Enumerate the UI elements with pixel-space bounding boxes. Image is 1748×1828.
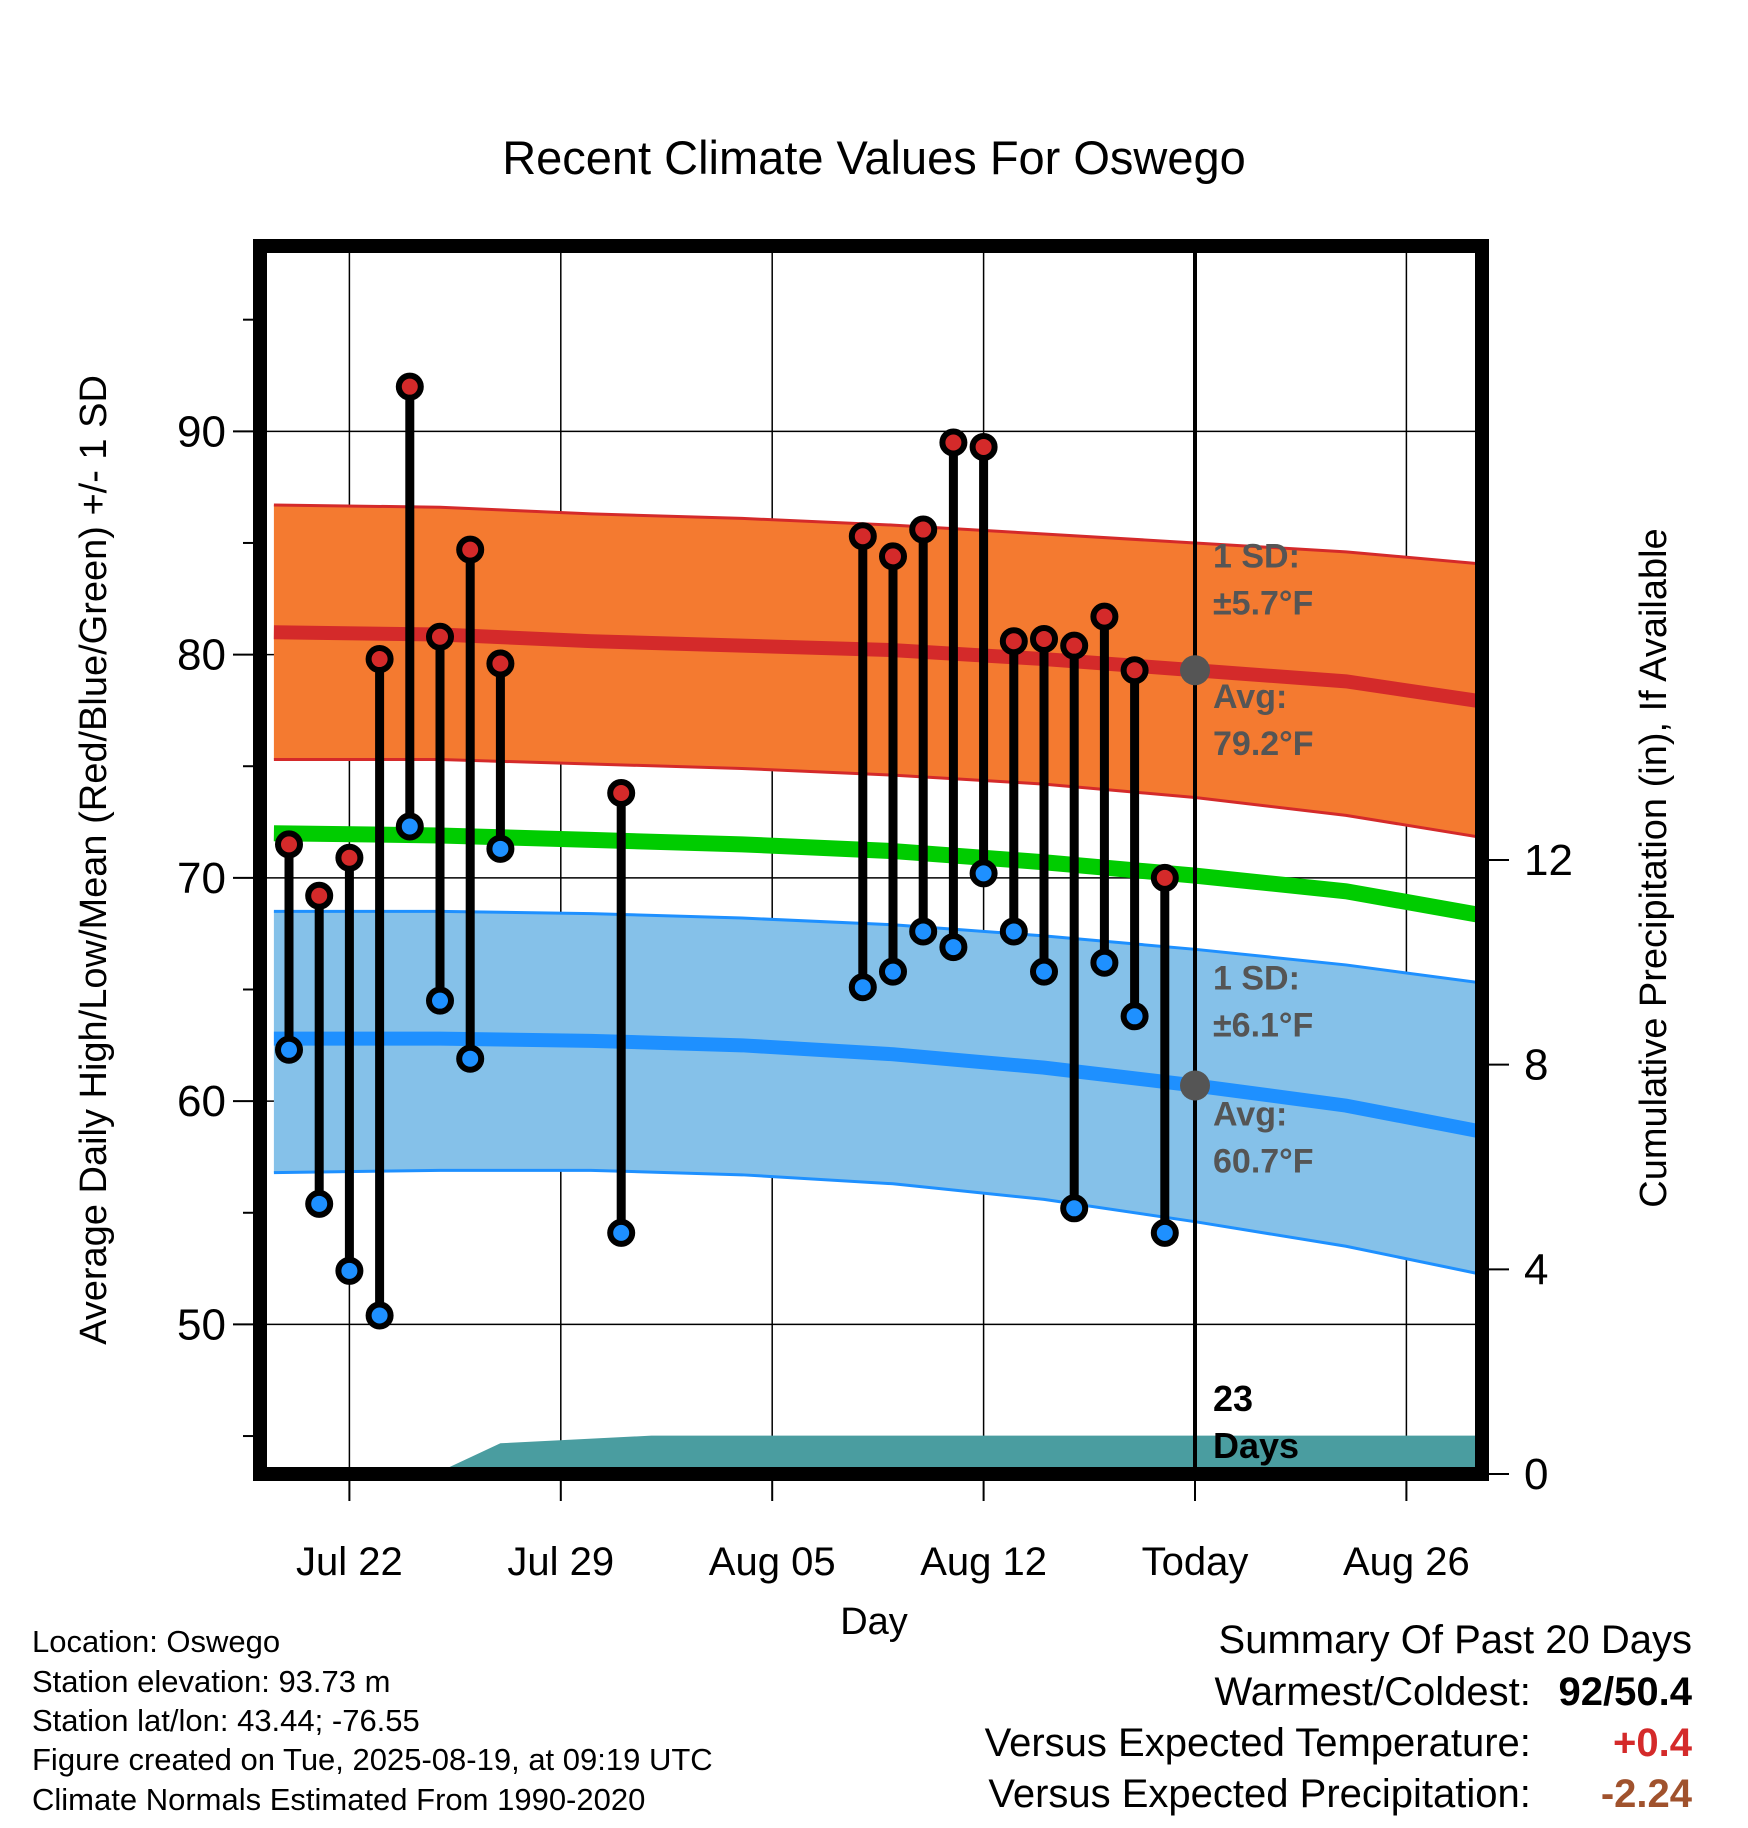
obs-low-point (1060, 1194, 1089, 1223)
normal-mean-line (273, 825, 1482, 924)
plot-frame (253, 239, 1489, 1481)
obs-low-point (969, 859, 998, 888)
low-sd-label: 1 SD: (1213, 959, 1300, 997)
x-tick-label: Aug 12 (920, 1540, 1047, 1584)
latlon-text: Station lat/lon: 43.44; -76.55 (32, 1703, 420, 1738)
y-tick-label-left: 70 (177, 854, 226, 903)
obs-low-point (939, 933, 968, 962)
obs-high-point (395, 372, 424, 401)
x-tick-label: Today (1142, 1540, 1249, 1584)
obs-low-point (305, 1189, 334, 1218)
y-tick-label-left: 90 (177, 407, 226, 456)
today-low-avg-dot (1180, 1070, 1210, 1101)
obs-low-point (1090, 948, 1119, 977)
temp-vs-expected-label: Versus Expected Temperature: (984, 1721, 1531, 1765)
obs-low-point (999, 917, 1028, 946)
days-count: 23 (1213, 1378, 1253, 1419)
low-avg-value: 60.7°F (1213, 1143, 1314, 1181)
obs-high-point (305, 881, 334, 910)
summary-heading: Summary Of Past 20 Days (1218, 1618, 1692, 1662)
x-tick-label: Jul 22 (296, 1540, 403, 1584)
obs-low-point (486, 834, 515, 863)
warm-cold-label: Warmest/Coldest: (1214, 1670, 1531, 1714)
obs-low-point (1120, 1002, 1149, 1031)
obs-high-point (879, 542, 907, 571)
low-avg-label: Avg: (1213, 1096, 1287, 1134)
obs-high-point (999, 627, 1028, 656)
obs-low-point (879, 957, 907, 986)
summary-temp: Versus Expected Temperature: +0.4 (985, 1721, 1692, 1766)
plot-area: 1 SD: ±5.7°F Avg: 79.2°F 1 SD: ±6.1°F Avg: 60.7… (177, 239, 1573, 1584)
precip-vs-expected-label: Versus Expected Precipitation: (988, 1772, 1531, 1816)
obs-low-point (848, 973, 877, 1002)
high-avg-value: 79.2°F (1213, 725, 1314, 763)
y-axis-label-right: Cumulative Precipitation (in), If Availa… (1633, 528, 1675, 1207)
obs-high-point (848, 522, 877, 551)
summary-warm-cold: Warmest/Coldest: 92/50.4 (1215, 1670, 1693, 1715)
y-tick-label-right: 4 (1524, 1245, 1548, 1294)
precip-area (289, 1435, 1482, 1474)
chart-title: Recent Climate Values For Oswego (502, 131, 1246, 184)
obs-high-point (1060, 631, 1089, 660)
obs-low-point (426, 986, 454, 1015)
obs-high-point (456, 535, 485, 564)
high-sd-upper-edge (273, 503, 1482, 566)
precip-vs-expected-value: -2.24 (1600, 1772, 1692, 1816)
obs-low-point (275, 1035, 303, 1064)
obs-low-point (1030, 957, 1058, 986)
obs-low-point (456, 1044, 485, 1073)
y-axis-label-left: Average Daily High/Low/Mean (Red/Blue/Gr… (73, 375, 115, 1345)
obs-low-point (909, 917, 938, 946)
y-tick-label-left: 50 (177, 1300, 226, 1349)
y-tick-label-right: 12 (1524, 836, 1573, 885)
low-sd-lower-edge (273, 1168, 1482, 1276)
x-tick-label: Aug 26 (1343, 1540, 1470, 1584)
obs-high-point (426, 622, 454, 651)
obs-high-point (1090, 602, 1119, 631)
obs-high-point (939, 428, 968, 457)
y-tick-label-left: 60 (177, 1077, 226, 1126)
warm-cold-value: 92/50.4 (1558, 1670, 1692, 1714)
obs-high-point (607, 779, 636, 808)
obs-high-point (275, 830, 303, 859)
location-text: Location: Oswego (32, 1624, 281, 1659)
normal-low-line (273, 1031, 1482, 1139)
obs-high-point (335, 843, 364, 872)
high-sd-label: 1 SD: (1213, 538, 1300, 576)
low-sd-value: ±6.1°F (1213, 1006, 1313, 1044)
y-tick-label-left: 80 (177, 631, 226, 680)
obs-high-point (1030, 624, 1058, 653)
obs-low-point (395, 812, 424, 841)
x-tick-label: Aug 05 (709, 1540, 836, 1584)
obs-low-point (607, 1218, 636, 1247)
obs-high-point (365, 645, 394, 674)
obs-high-point (969, 432, 998, 461)
obs-high-point (486, 649, 515, 678)
obs-low-point (365, 1301, 394, 1330)
x-axis-label: Day (840, 1601, 908, 1643)
summary-precip: Versus Expected Precipitation: -2.24 (988, 1772, 1692, 1817)
plot-content (260, 246, 1482, 1474)
obs-high-point (1120, 656, 1149, 685)
x-tick-label: Jul 29 (507, 1540, 614, 1584)
high-sd-band (273, 504, 1482, 838)
obs-high-point (909, 515, 938, 544)
elevation-text: Station elevation: 93.73 m (32, 1664, 391, 1699)
low-sd-band (273, 911, 1482, 1275)
normals-text: Climate Normals Estimated From 1990-2020 (32, 1782, 646, 1817)
days-word: Days (1213, 1425, 1299, 1466)
obs-low-point (335, 1256, 364, 1285)
y-tick-label-right: 8 (1524, 1041, 1548, 1090)
high-sd-value: ±5.7°F (1213, 584, 1313, 622)
obs-high-point (1150, 863, 1179, 892)
created-text: Figure created on Tue, 2025-08-19, at 09… (32, 1742, 713, 1777)
y-tick-label-right: 0 (1524, 1450, 1548, 1499)
temp-vs-expected-value: +0.4 (1613, 1721, 1692, 1765)
obs-low-point (1150, 1218, 1179, 1247)
today-high-avg-dot (1180, 655, 1210, 686)
high-avg-label: Avg: (1213, 678, 1287, 716)
